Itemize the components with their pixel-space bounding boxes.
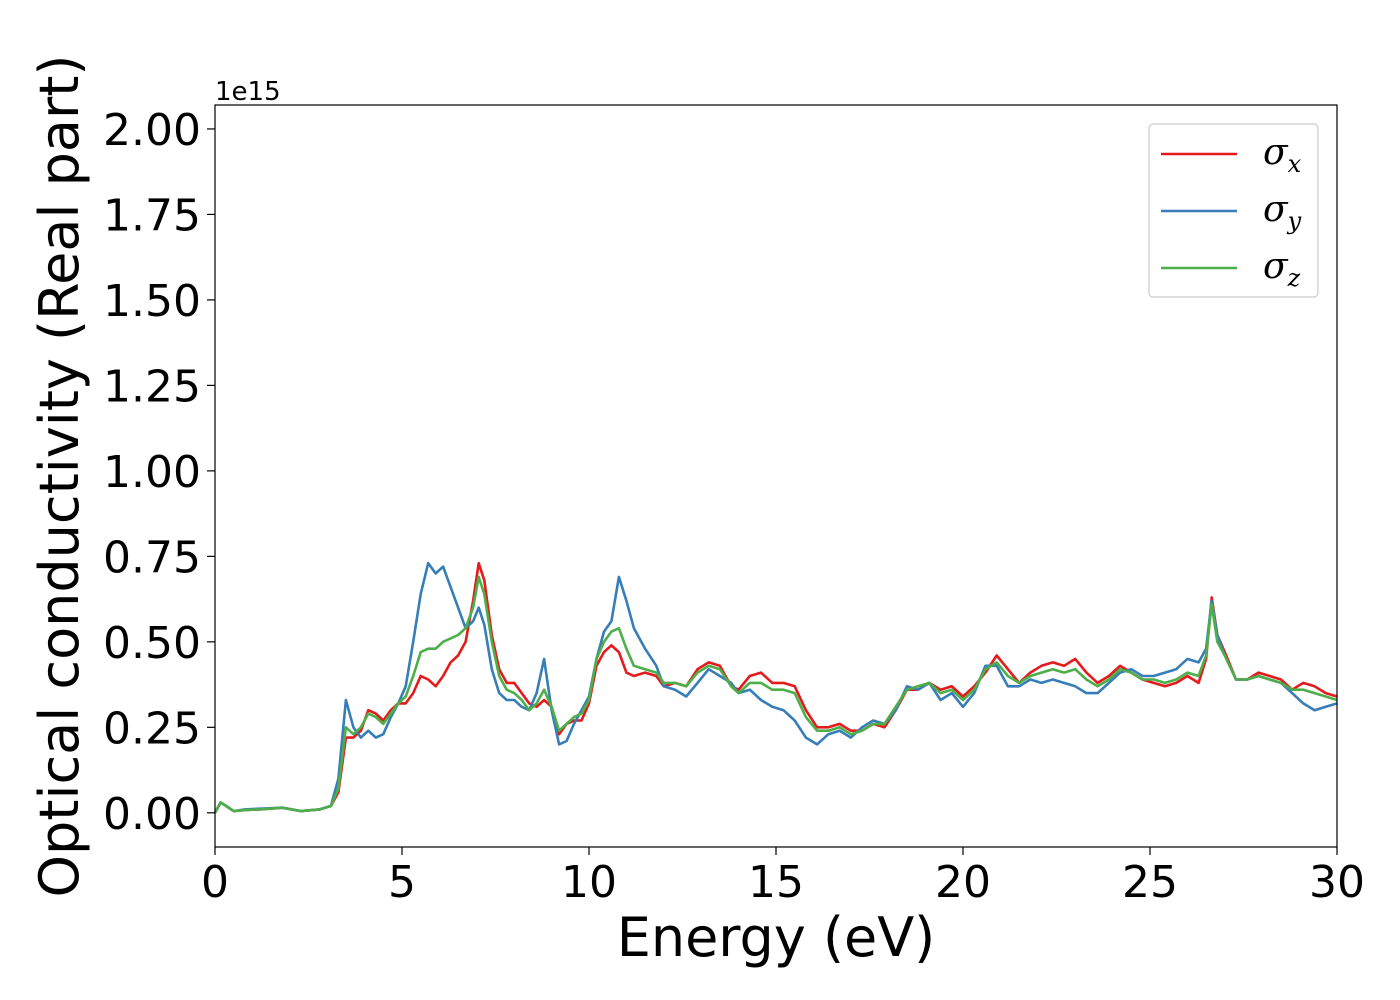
y-tick-label: 2.00 xyxy=(103,105,201,156)
legend-label-sigma_z: σz xyxy=(1263,246,1301,292)
x-tick-label: 30 xyxy=(1309,857,1365,908)
legend-label-sigma_y: σy xyxy=(1263,189,1302,235)
y-tick-label: 1.00 xyxy=(103,447,201,498)
series-line-sigma_z xyxy=(213,575,1338,814)
legend-subscript: y xyxy=(1287,207,1302,235)
y-offset-text: 1e15 xyxy=(215,77,281,107)
y-tick-label: 0.50 xyxy=(103,618,201,669)
y-axis: 0.00 0.25 0.50 0.75 1.00 1.25 1.50 1.75 2.00 xyxy=(103,105,215,840)
x-tick-label: 0 xyxy=(201,857,229,908)
y-tick-label: 1.50 xyxy=(103,276,201,327)
legend-symbol: σ xyxy=(1263,246,1289,287)
legend-subscript: x xyxy=(1288,150,1302,178)
y-tick-label: 1.25 xyxy=(103,361,201,412)
y-tick-label: 0.75 xyxy=(103,532,201,583)
series-line-sigma_y xyxy=(213,561,1338,814)
legend-symbol: σ xyxy=(1263,132,1289,173)
y-tick-label: 1.75 xyxy=(103,190,201,241)
x-axis: 0 5 10 15 20 25 30 xyxy=(201,847,1365,908)
x-tick-label: 5 xyxy=(388,857,416,908)
x-tick-label: 15 xyxy=(748,857,804,908)
x-tick-label: 10 xyxy=(561,857,617,908)
x-tick-label: 20 xyxy=(935,857,991,908)
x-axis-label: Energy (eV) xyxy=(617,906,936,969)
legend-label-sigma_x: σx xyxy=(1263,132,1302,178)
y-axis-label: Optical conductivity (Real part) xyxy=(28,55,91,898)
y-tick-label: 0.00 xyxy=(103,789,201,840)
series-lines xyxy=(213,561,1338,814)
legend-symbol: σ xyxy=(1263,189,1289,230)
x-tick-label: 25 xyxy=(1122,857,1178,908)
y-tick-label: 0.25 xyxy=(103,703,201,754)
legend-subscript: z xyxy=(1287,264,1301,292)
